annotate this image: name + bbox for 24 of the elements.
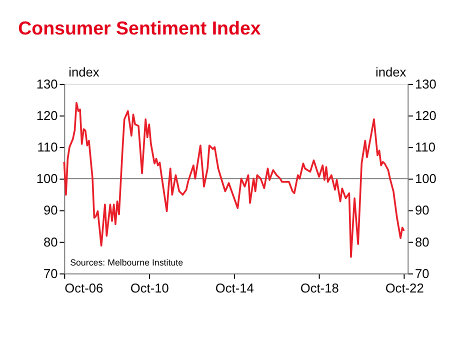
y2-axis-title: index — [375, 64, 407, 80]
y-tick-label: 70 — [43, 266, 58, 281]
line-series — [63, 102, 405, 258]
y-tick-label: 110 — [37, 140, 58, 155]
x-tick-label: Oct-18 — [300, 280, 339, 296]
chart-title: Consumer Sentiment Index — [18, 18, 262, 39]
y2-tick-label: 110 — [415, 140, 436, 155]
y-tick-label: 130 — [36, 76, 58, 92]
y-tick-label: 120 — [36, 108, 58, 123]
y-tick-label: 100 — [36, 171, 58, 186]
y2-tick-label: 100 — [415, 171, 436, 186]
x-tick-label: Oct-14 — [215, 280, 254, 296]
y2-tick-label: 130 — [415, 76, 436, 92]
y2-tick-label: 90 — [415, 202, 430, 218]
y2-tick-label: 120 — [415, 108, 436, 123]
x-tick-label: Oct-10 — [130, 280, 169, 296]
x-tick-label: Oct-06 — [64, 280, 104, 296]
y-axis-title: index — [68, 64, 100, 80]
x-tick-label: Oct-22 — [385, 280, 424, 296]
y2-tick-label: 70 — [415, 266, 430, 281]
annotation: Sources: Melbourne Institute — [70, 258, 184, 268]
y-tick-label: 90 — [43, 202, 58, 218]
y2-tick-label: 80 — [415, 234, 430, 250]
y-tick-label: 80 — [43, 234, 58, 250]
